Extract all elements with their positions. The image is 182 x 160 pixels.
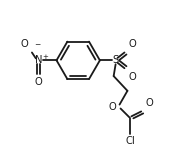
Text: O: O bbox=[145, 99, 153, 108]
Text: +: + bbox=[42, 54, 48, 60]
Text: O: O bbox=[128, 39, 136, 48]
Text: S: S bbox=[112, 55, 119, 65]
Text: O: O bbox=[35, 77, 43, 87]
Text: O: O bbox=[20, 39, 28, 48]
Text: Cl: Cl bbox=[126, 136, 135, 146]
Text: O: O bbox=[128, 72, 136, 82]
Text: −: − bbox=[34, 42, 40, 48]
Text: N: N bbox=[35, 55, 43, 65]
Text: O: O bbox=[109, 102, 117, 112]
